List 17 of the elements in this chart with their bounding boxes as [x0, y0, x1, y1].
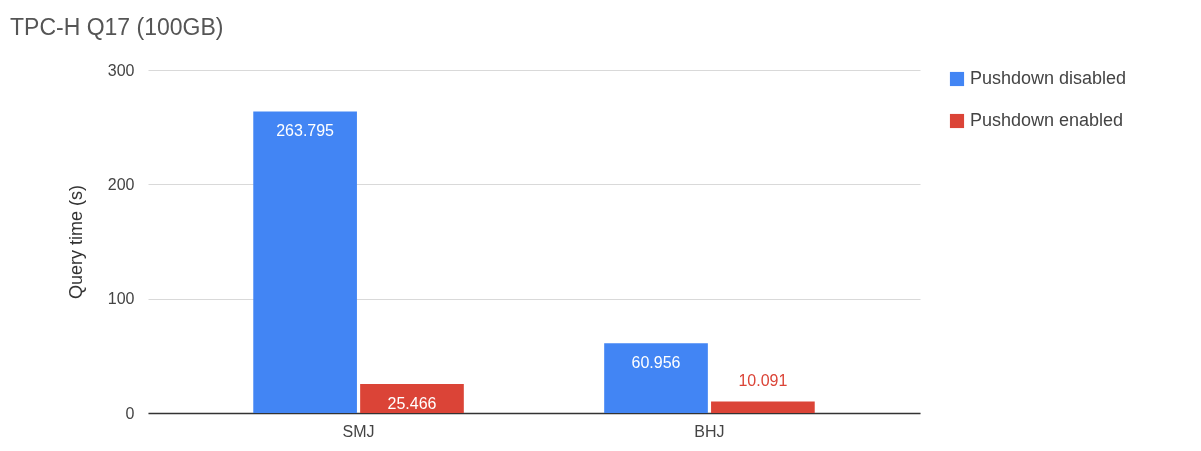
legend-label: Pushdown enabled — [970, 110, 1124, 130]
y-tick-label: 0 — [125, 404, 135, 422]
bar — [711, 401, 815, 413]
bar — [604, 343, 708, 413]
legend-label: Pushdown disabled — [970, 68, 1127, 88]
y-tick-label: 300 — [107, 61, 135, 79]
y-axis-title: Query time (s) — [65, 184, 86, 300]
x-tick-label: SMJ — [342, 422, 375, 440]
data-label: 60.956 — [631, 354, 681, 372]
chart-title: TPC-H Q17 (100GB) — [10, 14, 224, 40]
data-label: 263.795 — [276, 122, 335, 140]
x-tick-label: BHJ — [694, 422, 725, 440]
data-label: 25.466 — [387, 394, 437, 412]
data-label: 10.091 — [738, 372, 788, 390]
bar — [253, 111, 357, 413]
y-tick-label: 200 — [107, 175, 135, 193]
y-tick-label: 100 — [107, 290, 135, 308]
